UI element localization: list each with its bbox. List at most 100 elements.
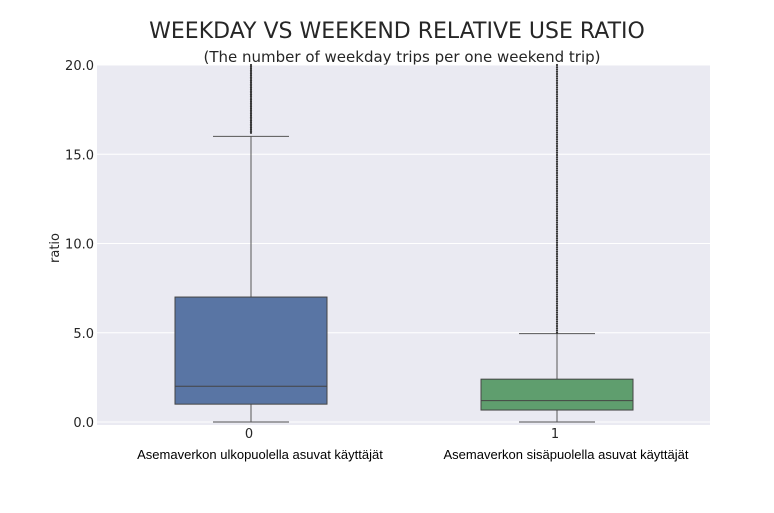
outlier-point (249, 77, 253, 81)
outlier-point (555, 187, 559, 190)
outlier-point (555, 88, 559, 91)
outlier-point (555, 185, 559, 188)
outlier-point (555, 306, 559, 310)
outlier-point (555, 160, 559, 163)
outlier-point (555, 270, 559, 274)
chart-title: WEEKDAY VS WEEKEND RELATIVE USE RATIO (149, 19, 645, 44)
outlier-point (555, 239, 559, 242)
outlier-point (555, 228, 559, 231)
outlier-point (555, 77, 559, 80)
category-label: Asemaverkon sisäpuolella asuvat käyttäjä… (444, 447, 689, 462)
outlier-point (555, 309, 559, 312)
box-iqr (174, 296, 328, 405)
outlier-point (249, 79, 253, 82)
outlier-point (555, 201, 559, 204)
outlier-point (555, 248, 559, 251)
outlier-point (555, 266, 559, 269)
outlier-point (555, 250, 559, 253)
outlier-point (555, 93, 559, 96)
outlier-point (555, 167, 559, 170)
outlier-point (555, 113, 559, 116)
outlier-point (555, 268, 559, 271)
outlier-point (249, 117, 253, 121)
outlier-point (555, 320, 559, 323)
outlier-point (555, 295, 559, 298)
outlier-point (555, 102, 559, 105)
outlier-point (249, 119, 253, 122)
outlier-point (555, 291, 559, 294)
outlier-point (555, 273, 559, 276)
outlier-point (555, 156, 559, 159)
outlier-point (555, 322, 559, 325)
outlier-point (555, 70, 559, 73)
outlier-point (555, 68, 559, 71)
outlier-point (555, 180, 559, 184)
outlier-point (555, 133, 559, 136)
outlier-point (249, 76, 253, 79)
outlier-point (555, 140, 559, 143)
category-label: Asemaverkon ulkopuolella asuvat käyttäjä… (137, 447, 383, 462)
outlier-point (555, 313, 559, 316)
outlier-point (249, 96, 253, 100)
outlier-point (555, 223, 559, 226)
outlier-point (555, 75, 559, 78)
boxes (174, 63, 634, 423)
outlier-point (555, 210, 559, 213)
outlier-point (555, 104, 559, 107)
outlier-point (555, 81, 559, 85)
outlier-point (555, 327, 559, 330)
outlier-point (555, 189, 559, 193)
outlier-point (249, 131, 253, 134)
outlier-point (555, 79, 559, 82)
outlier-point (555, 194, 559, 197)
outlier-point (249, 112, 253, 115)
outlier-point (249, 98, 253, 101)
outlier-point (249, 91, 253, 94)
outlier-point (249, 107, 253, 110)
outlier-point (555, 293, 559, 296)
outlier-point (555, 300, 559, 303)
outlier-point (555, 120, 559, 123)
outlier-point (555, 176, 559, 179)
outlier-point (249, 88, 253, 91)
outlier-point (555, 225, 559, 229)
outlier-point (555, 196, 559, 199)
y-tick-label: 10.0 (65, 238, 94, 253)
y-tick-label: 5.0 (73, 327, 94, 342)
outlier-point (249, 65, 253, 68)
outlier-point (555, 230, 559, 233)
outlier-point (555, 165, 559, 168)
outlier-point (249, 128, 253, 131)
outlier-point (555, 259, 559, 262)
outlier-point (555, 219, 559, 222)
outlier-point (555, 138, 559, 141)
outlier-point (555, 279, 559, 283)
outlier-point (555, 151, 559, 154)
outlier-point (555, 318, 559, 321)
y-tick-label: 0.0 (73, 416, 94, 431)
outlier-point (249, 86, 253, 89)
outlier-point (555, 246, 559, 249)
outlier-point (555, 124, 559, 127)
outlier-point (555, 302, 559, 305)
outlier-point (555, 122, 559, 125)
outlier-point (249, 63, 253, 67)
outlier-point (555, 252, 559, 256)
outlier-point (555, 255, 559, 258)
outlier-point (555, 205, 559, 208)
outlier-point (249, 74, 253, 77)
outlier-point (555, 264, 559, 267)
outlier-point (249, 70, 253, 74)
outlier-point (555, 277, 559, 280)
outlier-point (555, 174, 559, 177)
outlier-point (555, 117, 559, 121)
y-tick-label: 20.0 (65, 59, 94, 74)
outlier-point (555, 169, 559, 172)
outlier-point (555, 234, 559, 238)
outlier-point (555, 149, 559, 152)
outlier-point (555, 257, 559, 260)
outlier-point (555, 275, 559, 278)
outlier-point (555, 297, 559, 301)
outlier-point (555, 153, 559, 157)
outlier-point (555, 115, 559, 118)
